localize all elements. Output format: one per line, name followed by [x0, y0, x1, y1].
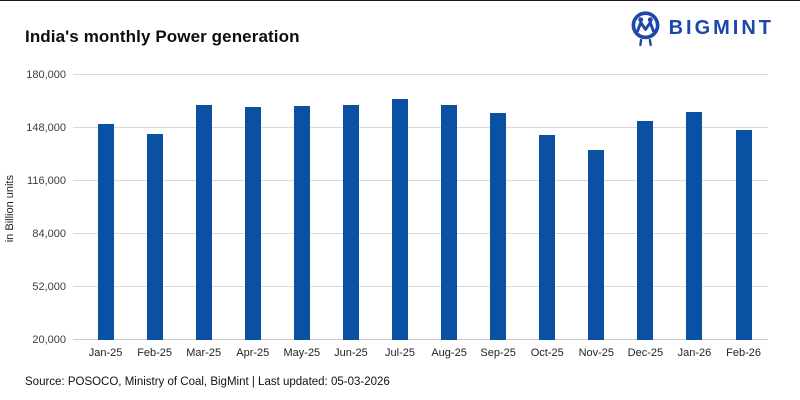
bar-Nov-25 [588, 149, 605, 340]
bigmint-logo-text: BIGMINT [668, 17, 774, 39]
bar-Jan-25 [97, 123, 114, 340]
bar-Aug-25 [441, 104, 458, 340]
bar-Mar-25 [195, 104, 212, 340]
page-title: India's monthly Power generation [25, 27, 300, 46]
bar-Feb-25 [146, 133, 163, 340]
bar-slot [572, 75, 621, 340]
bar-slot [523, 75, 572, 340]
x-tick-label: Feb-26 [726, 347, 761, 359]
x-tick-label: Apr-25 [236, 347, 270, 359]
x-tick-label: Mar-25 [186, 347, 222, 359]
y-axis: 20,000 52,000 84,000 116,000 148,000 180,000 [0, 69, 66, 346]
bar-Oct-25 [539, 135, 556, 340]
x-tick-label: Feb-25 [137, 347, 173, 359]
gridline [73, 74, 768, 75]
bar-slot [375, 75, 424, 340]
bar-slot [81, 75, 130, 340]
x-tick-label: Nov-25 [578, 347, 615, 359]
bar-slot [621, 75, 670, 340]
x-tick-label: Oct-25 [530, 347, 564, 359]
bar-Apr-25 [244, 107, 261, 340]
y-tick-label: 116,000 [27, 175, 66, 187]
bar-slot [474, 75, 523, 340]
bar-slot [179, 75, 228, 340]
x-tick-label: Jan-26 [677, 347, 712, 359]
bigmint-walrus-icon [631, 11, 659, 47]
bar-Jun-25 [342, 104, 359, 340]
x-tick-label: Jun-25 [334, 347, 368, 359]
bar-Jul-25 [392, 99, 408, 340]
x-tick-label: Aug-25 [431, 347, 467, 359]
bar-May-25 [293, 105, 310, 340]
gridline [73, 127, 768, 128]
bar-slot [425, 75, 474, 340]
gridline [73, 233, 768, 234]
gridline [73, 286, 768, 287]
bar-slot [130, 75, 179, 340]
bar-slot [228, 75, 277, 340]
gridline [73, 339, 768, 340]
y-tick-label: 84,000 [32, 228, 66, 240]
plot-area [73, 74, 768, 340]
bar-Feb-26 [735, 130, 752, 340]
bars [73, 75, 768, 340]
bar-Jan-26 [686, 112, 703, 340]
source-line: Source: POSOCO, Ministry of Coal, BigMin… [25, 376, 390, 388]
y-tick-label: 148,000 [26, 122, 66, 134]
bar-slot [719, 75, 768, 340]
bar-slot [277, 75, 326, 340]
x-tick-label: Sep-25 [480, 347, 516, 359]
y-tick-label: 180,000 [26, 69, 66, 81]
x-axis: Jan-25 Feb-25 Mar-25 Apr-25 May-25 Jun-25 Jul-… [73, 347, 768, 359]
x-tick-label: Jul-25 [385, 347, 415, 359]
y-tick-label: 52,000 [32, 281, 66, 293]
bar-Dec-25 [637, 121, 654, 340]
x-tick-label: Jan-25 [88, 347, 123, 359]
bar-slot [326, 75, 375, 340]
bigmint-logo: BIGMINT [629, 10, 774, 47]
x-tick-label: Dec-25 [627, 347, 664, 359]
y-tick-label: 20,000 [32, 334, 66, 346]
bar-slot [670, 75, 719, 340]
x-tick-label: May-25 [283, 347, 321, 359]
gridline [73, 180, 768, 181]
bar-Sep-25 [490, 113, 507, 340]
